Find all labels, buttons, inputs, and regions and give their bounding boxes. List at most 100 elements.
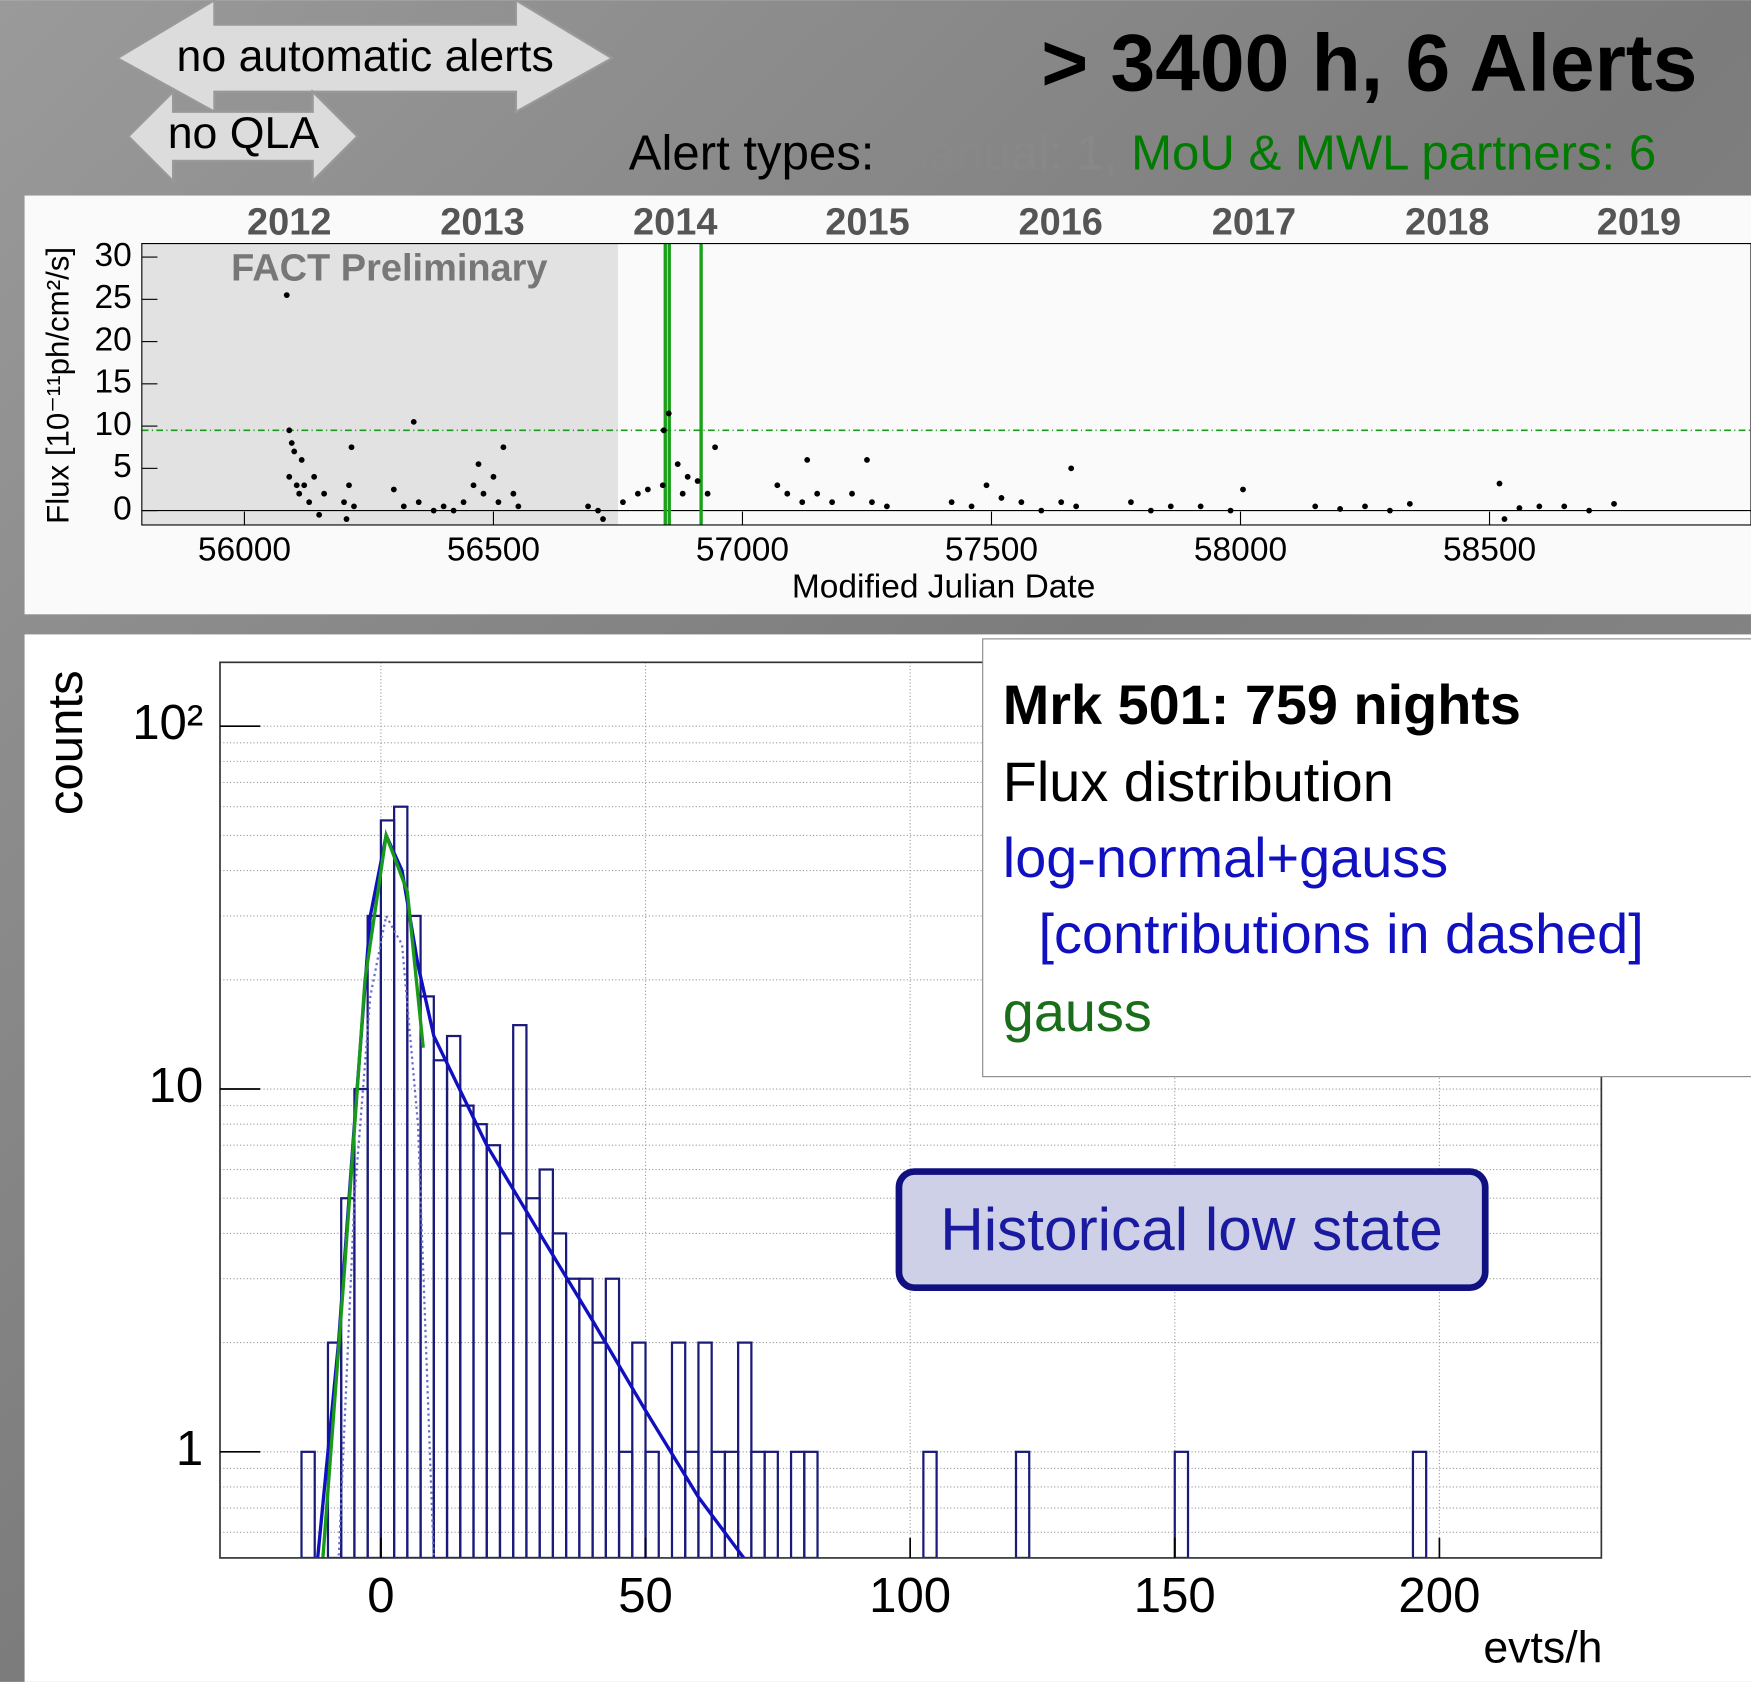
x-axis-label: Modified Julian Date (792, 568, 1096, 605)
data-point (283, 292, 290, 299)
chart-title: FACT Preliminary (231, 247, 547, 289)
data-point (1516, 505, 1523, 511)
data-point (440, 503, 447, 510)
data-point (1337, 506, 1344, 512)
alert-types: Alert types: Manual: 1, MoU & MWL partne… (629, 126, 1656, 180)
y-axis-label: Flux [10⁻¹¹ph/cm²/s] (41, 247, 76, 524)
x-tick-label: 57500 (945, 532, 1038, 569)
histogram-bar (670, 1341, 687, 1558)
fit-curve (337, 912, 435, 1558)
data-point (321, 490, 328, 497)
data-point (1536, 503, 1543, 510)
data-point (306, 499, 313, 506)
data-point (410, 418, 417, 425)
data-point (634, 490, 641, 497)
data-point (585, 503, 591, 510)
data-point (346, 482, 352, 489)
year-label: 2016 (1018, 202, 1102, 244)
year-label: 2018 (1405, 202, 1489, 244)
data-point (1362, 503, 1368, 510)
x-tick-label: 56000 (198, 532, 291, 569)
data-point (470, 482, 477, 489)
data-point (804, 456, 811, 463)
data-point (983, 482, 990, 489)
data-point (829, 499, 836, 506)
data-point (799, 499, 806, 506)
data-point (660, 427, 667, 434)
data-point (1561, 503, 1568, 510)
data-point (659, 482, 666, 489)
legend-subtitle: Flux distribution (1003, 750, 1394, 813)
arrow-label: no QLA (168, 109, 320, 158)
title: > 3400 h, 6 Alerts (1041, 19, 1697, 109)
data-point (600, 516, 606, 522)
data-point (665, 410, 672, 417)
data-point (301, 482, 308, 489)
x-tick-label: 58000 (1194, 532, 1287, 569)
data-point (814, 490, 821, 497)
data-point (1496, 480, 1503, 487)
data-point (1167, 503, 1174, 510)
x-tick-label: 200 (1398, 1569, 1480, 1623)
arrow (115, 0, 615, 114)
y-tick-label: 5 (113, 448, 132, 485)
legend-title: Mrk 501: 759 nights (1003, 673, 1521, 736)
data-point (288, 440, 295, 446)
data-point (1197, 503, 1204, 510)
data-point (1312, 503, 1319, 510)
data-point (1018, 499, 1025, 506)
data-point (291, 448, 298, 455)
histogram-bar (697, 1341, 713, 1558)
data-point (311, 473, 318, 480)
data-point (694, 478, 701, 484)
light-curve: 0 5 10 15 20 25 30 56000 56500 57000 57500 58000 585… (41, 202, 1751, 605)
annotation-box (895, 1168, 1489, 1292)
y-tick-label: 30 (95, 237, 132, 274)
data-point (1227, 507, 1234, 514)
arrow (126, 88, 359, 184)
annotation: Historical low state (940, 1195, 1443, 1263)
x-tick-label: 100 (869, 1569, 951, 1623)
y-tick-label: 10² (132, 696, 203, 750)
data-point (490, 473, 497, 480)
data-point (450, 507, 457, 514)
y-tick-label: 25 (95, 279, 132, 316)
data-point (475, 461, 482, 468)
data-point (784, 490, 791, 497)
data-point (864, 456, 870, 463)
data-point (998, 495, 1005, 501)
alert-manual: Manual: 1, (888, 126, 1117, 180)
legend-entry: gauss (1003, 980, 1152, 1043)
data-point (510, 490, 517, 497)
data-point (390, 486, 397, 493)
data-point (1068, 465, 1075, 472)
data-point (1058, 499, 1065, 506)
year-label: 2013 (440, 202, 524, 244)
data-point (684, 473, 691, 480)
y-tick-label: 1 (176, 1422, 203, 1476)
data-point (296, 490, 303, 497)
data-point (595, 507, 601, 514)
data-point (480, 490, 487, 497)
data-point (500, 444, 507, 451)
alert-partners: MoU & MWL partners: 6 (1117, 126, 1656, 180)
plot-area (141, 243, 1751, 525)
fit-curve (321, 828, 425, 1558)
year-label: 2012 (247, 202, 331, 244)
histogram-bar (631, 1341, 647, 1558)
shaded-region (141, 243, 618, 525)
y-axis-label: counts (39, 670, 93, 815)
x-tick-label: 0 (367, 1569, 394, 1623)
data-point (348, 444, 355, 451)
y-tick-label: 10 (95, 406, 132, 443)
x-tick-label: 150 (1134, 1569, 1216, 1623)
data-point (430, 507, 437, 514)
data-point (400, 503, 407, 510)
x-tick-label: 58500 (1443, 532, 1536, 569)
data-point (341, 499, 347, 506)
legend-entry: log-normal+gauss (1003, 826, 1448, 889)
data-point (460, 499, 467, 506)
arrow-label: no automatic alerts (177, 32, 554, 81)
year-label: 2017 (1212, 202, 1296, 244)
x-tick-label: 57000 (696, 532, 789, 569)
